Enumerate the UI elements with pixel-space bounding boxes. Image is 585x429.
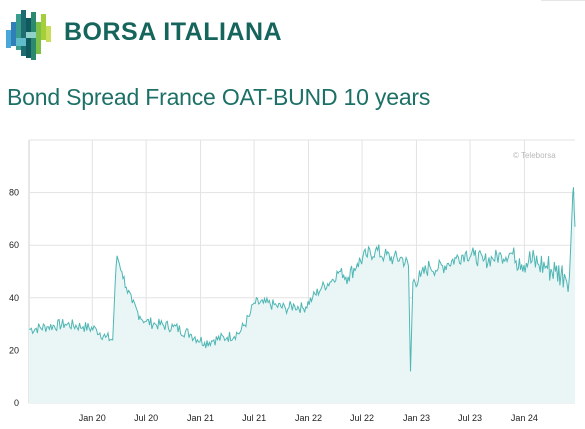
y-tick-label: 20 [9, 345, 19, 355]
y-tick-label: 60 [9, 240, 19, 250]
y-tick-label: 40 [9, 293, 19, 303]
x-tick-label: Jul 23 [458, 413, 482, 423]
x-tick-label: Jan 24 [511, 413, 538, 423]
x-tick-label: Jan 23 [403, 413, 430, 423]
x-tick-label: Jul 20 [134, 413, 158, 423]
x-tick-label: Jan 21 [187, 413, 214, 423]
x-tick-label: Jan 20 [79, 413, 106, 423]
x-tick-label: Jan 22 [295, 413, 322, 423]
x-axis: Jan 20 Jul 20 Jan 21 Jul 21 Jan 22 Jul 22 Jan … [79, 413, 538, 423]
x-tick-label: Jul 22 [350, 413, 374, 423]
page-title: Bond Spread France OAT-BUND 10 years [7, 84, 431, 110]
x-tick-label: Jul 21 [242, 413, 266, 423]
y-axis: 0 20 40 60 80 [9, 188, 19, 408]
borsa-italiana-logo [6, 10, 51, 60]
spread-line [28, 187, 576, 372]
y-tick-label: 0 [14, 398, 19, 408]
top-divider [541, 0, 585, 1]
spread-area [29, 187, 575, 403]
chart-credit: © Teleborsa [513, 151, 556, 160]
y-tick-label: 80 [9, 188, 19, 198]
spread-chart: 0 20 40 60 80 Jan 20 Jul 20 Jan 21 Jul 21 Jan 22… [9, 139, 576, 423]
brand-name: BORSA ITALIANA [64, 18, 283, 46]
